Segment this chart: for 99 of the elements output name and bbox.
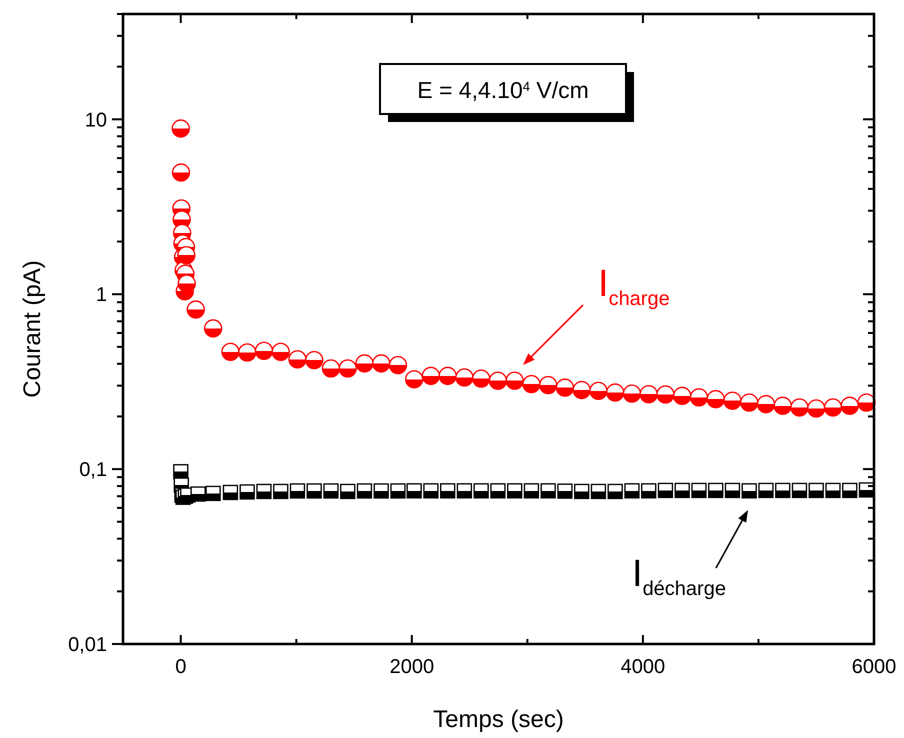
point [740,393,758,412]
point [456,483,472,498]
point [238,343,256,362]
point [172,163,190,182]
x-tick-label: 2000 [390,656,434,678]
point [622,384,642,403]
point [305,350,324,370]
point [808,482,824,498]
point [290,483,306,499]
point [690,388,708,407]
point [539,376,558,394]
point [205,486,221,502]
point [472,369,490,388]
point [506,372,524,390]
point [691,482,707,498]
point [590,484,606,500]
point [857,393,876,412]
point [742,483,757,498]
x-axis-title: Temps (sec) [433,706,564,733]
point [440,483,456,498]
point [640,385,658,404]
point [522,374,541,394]
point [606,383,624,402]
point [474,483,489,498]
x-tick-label: 4000 [620,656,666,678]
point [524,483,540,498]
point [222,484,238,500]
point [272,342,290,362]
point [723,392,742,410]
y-axis-title: Courant (pA) [19,260,46,398]
point [455,368,474,387]
point [355,354,374,373]
point [608,484,623,500]
point [574,484,590,500]
point [356,483,372,499]
point [186,300,205,319]
point [338,359,357,378]
y-tick-label: 10 [84,109,107,132]
point [306,483,322,499]
point [490,483,506,498]
point [572,380,591,400]
point [824,398,842,417]
y-tick-label: 1 [96,284,107,306]
point [624,483,640,498]
point [589,382,608,400]
point [405,370,424,388]
point [758,482,774,498]
point [406,483,422,498]
point [240,484,255,500]
point [254,342,274,360]
point [540,483,556,498]
point [178,274,196,293]
point [724,482,740,498]
point [656,385,675,404]
point [840,396,859,415]
point [372,354,390,373]
point [507,483,522,498]
point [774,396,792,415]
point [221,342,240,362]
point [190,486,206,502]
point [556,378,574,397]
point [323,483,339,499]
x-tick-label: 0 [175,656,186,678]
point [256,484,272,500]
point [673,386,692,406]
point [340,484,356,500]
point [825,482,841,498]
point [390,483,406,499]
point [674,482,690,498]
point [792,482,808,498]
point [807,399,826,418]
point [708,482,724,498]
point [438,366,457,386]
point [842,482,858,498]
point [488,372,508,390]
point [756,395,776,414]
point [273,484,288,500]
point [790,398,809,417]
point [204,319,222,338]
annotation: E = 4,4.10$^{4}$ V/cm [417,77,589,103]
point [422,366,440,386]
point [388,356,408,374]
point [173,464,188,480]
point [658,482,674,498]
point [557,484,573,499]
annotation: I$_{charge}$ [598,263,670,310]
y-tick-label: 0,01 [68,634,107,656]
y-tick-label: 0,1 [79,459,107,482]
point [177,246,196,264]
point [374,483,389,499]
point [322,359,340,378]
x-tick-label: 6000 [852,656,896,678]
point [423,483,439,498]
annotation: I$_{décharge}$ [632,553,726,600]
point [172,119,190,138]
point [641,483,656,498]
point [775,482,790,498]
point [706,390,725,408]
point [288,350,307,369]
